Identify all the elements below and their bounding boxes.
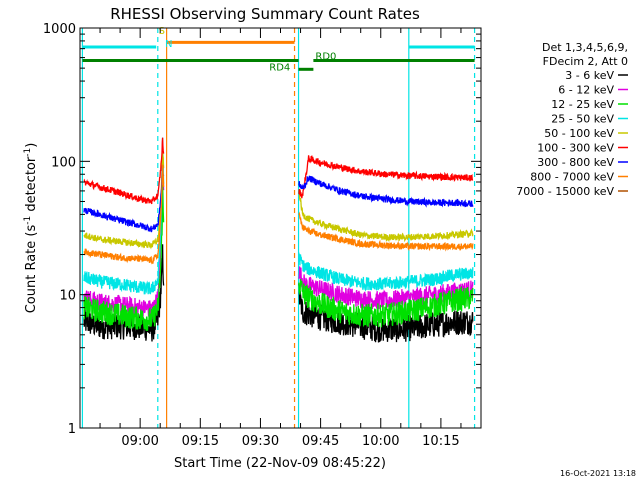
legend-entry-label: 12 - 25 keV <box>551 98 614 111</box>
x-tick-label: 09:30 <box>242 434 279 449</box>
series-layer <box>83 137 474 343</box>
vlines-layer <box>81 28 476 428</box>
y-axis-label-main: Count Rate (s <box>24 225 39 314</box>
legend-entry-label: 7000 - 15000 keV <box>516 185 614 198</box>
series-line-post-gap <box>298 211 474 252</box>
chart-annotation: S <box>159 26 165 37</box>
chart-annotation: N <box>165 39 172 50</box>
chart-title: RHESSI Observing Summary Count Rates <box>110 5 420 23</box>
legend-entry-label: 50 - 100 keV <box>544 127 614 140</box>
chart-annotation: RD4 <box>269 63 290 74</box>
series-line-post-gap <box>298 155 474 199</box>
series-line-post-gap <box>298 252 474 292</box>
legend-entry-label: 25 - 50 keV <box>551 113 614 126</box>
series-line-pre-gap <box>83 137 165 205</box>
chart-annotation: RD0 <box>315 52 336 63</box>
legend-entry-label: 3 - 6 keV <box>565 69 614 82</box>
series-line-post-gap <box>298 283 474 343</box>
series-line-pre-gap <box>83 142 165 250</box>
legend-entry-label: 300 - 800 keV <box>537 156 614 169</box>
x-tick-label: 09:45 <box>302 434 339 449</box>
series-line-post-gap <box>298 190 474 243</box>
series-line-pre-gap <box>83 164 165 265</box>
legend-entry-label: 800 - 7000 keV <box>530 171 614 184</box>
series-line-post-gap <box>298 175 474 208</box>
x-tick-label: 09:15 <box>182 434 219 449</box>
y-tick-label: 100 <box>51 155 76 170</box>
legend-title-line: Det 1,3,4,5,6,9, <box>542 41 628 54</box>
axes-layer: 1 10 100 1000 09:00 09:15 09:30 09:45 10:00 10:15 <box>43 22 481 449</box>
series-line-pre-gap <box>83 165 165 233</box>
series-line-pre-gap <box>83 184 165 331</box>
status-bars-layer <box>82 40 475 71</box>
series-line-post-gap <box>298 278 474 328</box>
legend: Det 1,3,4,5,6,9,FDecim 2, Att 03 - 6 keV… <box>516 41 628 198</box>
x-axis-label: Start Time (22-Nov-09 08:45:22) <box>174 456 386 471</box>
y-axis-label-mid: detector <box>24 156 39 216</box>
y-axis-label: Count Rate (s-1 detector-1) <box>23 143 39 314</box>
annotations-layer: SN RD0 RD4 <box>159 26 337 73</box>
legend-entry-label: 100 - 300 keV <box>537 142 614 155</box>
legend-title-line: FDecim 2, Att 0 <box>543 55 628 68</box>
y-tick-label: 10 <box>59 289 76 304</box>
x-tick-label: 10:15 <box>422 434 459 449</box>
y-axis-label-end: ) <box>24 143 39 148</box>
y-axis-label-sup1: -1 <box>23 216 33 225</box>
y-tick-label: 1 <box>68 422 76 437</box>
x-tick-label: 09:00 <box>121 434 158 449</box>
y-tick-label: 1000 <box>43 22 76 37</box>
y-axis-label-sup2: -1 <box>23 148 33 157</box>
legend-entry-label: 6 - 12 keV <box>558 84 614 97</box>
series-line-pre-gap <box>83 137 165 295</box>
timestamp: 16-Oct-2021 13:18 <box>560 469 636 478</box>
x-tick-label: 10:00 <box>362 434 399 449</box>
